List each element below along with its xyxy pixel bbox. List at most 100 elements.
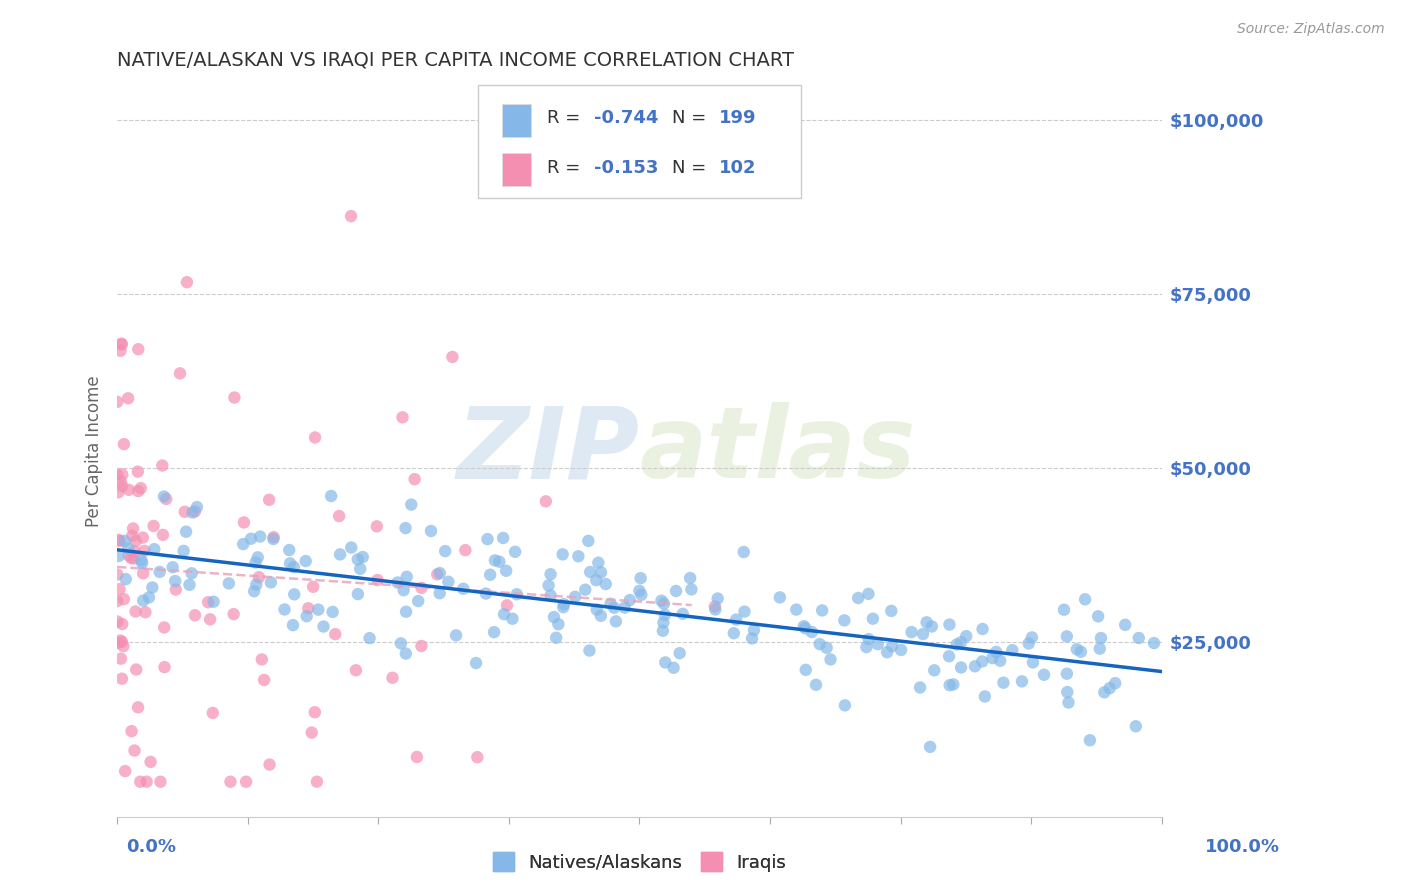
Natives/Alaskans [706,591,728,606]
Iraqis [304,430,326,444]
Natives/Alaskans [1021,631,1043,645]
Iraqis [198,612,221,626]
Natives/Alaskans [1087,609,1109,624]
Iraqis [111,467,134,482]
Natives/Alaskans [321,489,343,503]
Iraqis [411,581,433,595]
Natives/Alaskans [672,607,695,621]
Iraqis [135,774,157,789]
Iraqis [107,485,129,500]
Natives/Alaskans [537,578,560,592]
Iraqis [366,519,388,533]
Natives/Alaskans [651,624,673,638]
Iraqis [247,570,270,584]
Iraqis [127,700,149,714]
Natives/Alaskans [950,635,973,649]
Natives/Alaskans [107,549,129,563]
Natives/Alaskans [986,645,1008,659]
Iraqis [134,605,156,619]
Iraqis [105,467,128,482]
Iraqis [118,549,141,563]
Iraqis [263,530,285,544]
Natives/Alaskans [769,591,792,605]
Natives/Alaskans [734,605,756,619]
Natives/Alaskans [141,581,163,595]
Natives/Alaskans [420,524,443,538]
Iraqis [124,605,146,619]
Iraqis [224,391,246,405]
Natives/Alaskans [564,590,586,604]
Text: -0.153: -0.153 [593,160,658,178]
Natives/Alaskans [475,586,498,600]
Natives/Alaskans [180,566,202,581]
Natives/Alaskans [589,566,612,580]
Iraqis [120,551,142,566]
Natives/Alaskans [114,572,136,586]
Iraqis [111,337,134,351]
Iraqis [328,509,350,524]
Iraqis [250,652,273,666]
Natives/Alaskans [880,639,903,653]
Natives/Alaskans [138,591,160,605]
Iraqis [534,494,557,508]
Text: 199: 199 [718,110,756,128]
Text: R =: R = [547,160,585,178]
Natives/Alaskans [1088,641,1111,656]
Iraqis [122,551,145,566]
Text: ZIP: ZIP [457,402,640,500]
Natives/Alaskans [387,575,409,590]
Iraqis [155,491,177,506]
Text: R =: R = [547,110,585,128]
Natives/Alaskans [662,661,685,675]
Natives/Alaskans [993,675,1015,690]
Natives/Alaskans [482,625,505,640]
Natives/Alaskans [654,607,676,622]
Natives/Alaskans [938,617,960,632]
Natives/Alaskans [599,597,621,611]
Natives/Alaskans [921,619,943,633]
Natives/Alaskans [920,739,942,754]
Natives/Alaskans [359,631,381,645]
Natives/Alaskans [938,649,960,664]
Natives/Alaskans [453,582,475,596]
Natives/Alaskans [437,574,460,589]
Iraqis [112,592,135,607]
Natives/Alaskans [938,678,960,692]
Natives/Alaskans [131,553,153,567]
Natives/Alaskans [876,645,898,659]
Natives/Alaskans [1018,636,1040,650]
Iraqis [259,757,281,772]
Natives/Alaskans [179,578,201,592]
Iraqis [173,505,195,519]
Natives/Alaskans [162,560,184,574]
Natives/Alaskans [908,681,931,695]
Natives/Alaskans [273,602,295,616]
Natives/Alaskans [1022,656,1045,670]
Natives/Alaskans [181,506,204,520]
FancyBboxPatch shape [478,85,801,199]
Natives/Alaskans [1056,666,1078,681]
Natives/Alaskans [249,530,271,544]
Iraqis [149,774,172,789]
Iraqis [139,755,162,769]
Natives/Alaskans [307,602,329,616]
Iraqis [304,705,326,719]
Natives/Alaskans [613,600,636,615]
Iraqis [112,639,135,653]
Natives/Alaskans [794,663,817,677]
Iraqis [111,479,134,493]
Natives/Alaskans [495,564,517,578]
Iraqis [124,743,146,757]
Iraqis [111,634,134,648]
Iraqis [110,475,132,489]
Natives/Alaskans [278,543,301,558]
Natives/Alaskans [114,533,136,548]
Natives/Alaskans [585,573,607,587]
Natives/Alaskans [1011,674,1033,689]
Text: 102: 102 [718,160,756,178]
Iraqis [441,350,464,364]
Iraqis [169,367,191,381]
Iraqis [150,458,173,473]
Iraqis [108,533,131,547]
Natives/Alaskans [922,663,945,677]
